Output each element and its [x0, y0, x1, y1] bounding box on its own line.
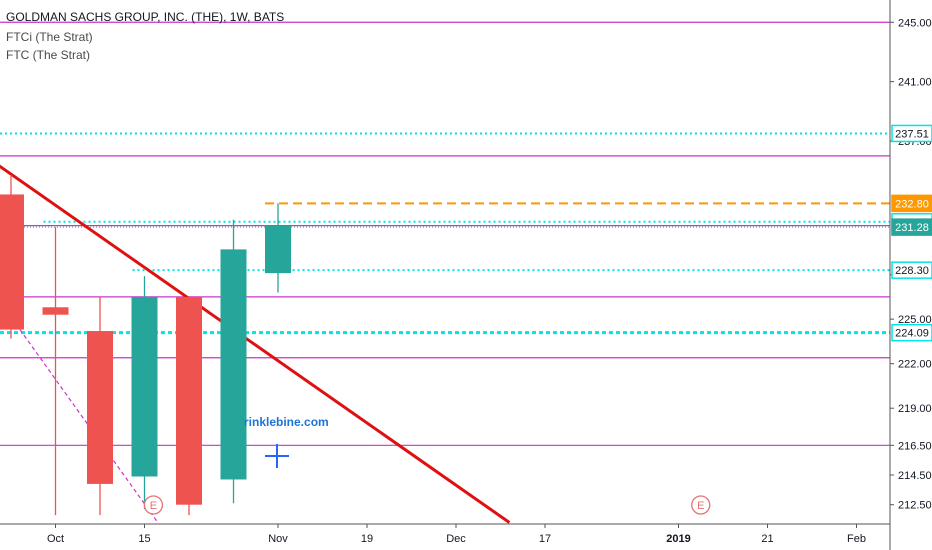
time-tick-label: 21 [761, 533, 773, 545]
price-badge-label: 224.09 [895, 328, 929, 340]
price-badge-label: 237.51 [895, 128, 929, 140]
candle-body[interactable] [176, 296, 202, 505]
indicator-ftci-label[interactable]: FTCi (The Strat) [6, 30, 93, 44]
earnings-event-marker[interactable] [143, 495, 164, 515]
price-tick-label: 225.00 [898, 314, 932, 326]
price-tick-label: 214.50 [898, 470, 932, 482]
time-axis-background [0, 524, 932, 550]
time-tick-label: 19 [361, 533, 373, 545]
price-badge[interactable] [891, 218, 932, 236]
red-trendline[interactable] [0, 164, 511, 524]
candle-body[interactable] [220, 249, 247, 480]
indicator-ftc-label[interactable]: FTC (The Strat) [6, 48, 91, 62]
crosshair-plus-icon [265, 444, 289, 468]
price-tick-label: 245.00 [898, 17, 932, 29]
price-badge-label: 228.30 [895, 265, 929, 277]
time-tick-label: 15 [138, 533, 150, 545]
time-tick-label: Dec [446, 533, 466, 545]
chart-title: GOLDMAN SACHS GROUP, INC. (THE), 1W, BAT… [6, 10, 285, 24]
dashed-trend-line[interactable] [19, 329, 159, 523]
time-tick-label: Feb [847, 533, 866, 545]
price-tick-label: 219.00 [898, 403, 932, 415]
time-tick-label: Nov [268, 533, 288, 545]
price-tick-label: 241.00 [898, 77, 932, 89]
price-tick-label: 222.00 [898, 359, 932, 371]
earnings-event-label: E [150, 500, 157, 512]
candle-body[interactable] [265, 225, 291, 274]
candle-body[interactable] [87, 331, 113, 484]
price-badge[interactable] [891, 261, 932, 279]
time-tick-label: Oct [47, 533, 64, 545]
earnings-event-label: E [697, 500, 704, 512]
price-tick-label: 212.50 [898, 500, 932, 512]
price-badge-label: 232.80 [895, 198, 929, 210]
candle-body[interactable] [0, 194, 24, 330]
candle-body[interactable] [42, 307, 69, 315]
time-tick-label: 2019 [666, 533, 690, 545]
candle-body[interactable] [131, 296, 158, 477]
price-badge[interactable] [891, 323, 932, 342]
watermark-text: rinklebine.com [244, 415, 329, 429]
time-tick-label: 17 [539, 533, 551, 545]
price-badge[interactable] [891, 124, 932, 143]
price-badge-label: 231.28 [895, 222, 929, 234]
price-tick-label: 216.50 [898, 440, 932, 452]
price-badge[interactable] [891, 194, 932, 213]
earnings-event-marker[interactable] [691, 495, 711, 515]
